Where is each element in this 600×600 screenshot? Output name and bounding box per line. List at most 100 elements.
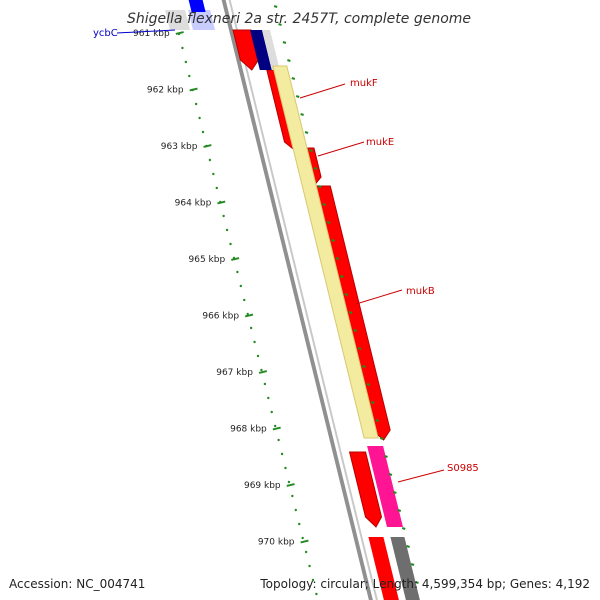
outer-tick	[295, 95, 300, 98]
gene-leader-line	[116, 29, 176, 34]
scale-tick-mark	[286, 483, 295, 487]
scale-dot	[301, 536, 304, 540]
scale-dot	[311, 578, 315, 582]
scale-dot	[287, 480, 291, 484]
scale-dot	[246, 312, 249, 316]
outer-tick	[322, 203, 327, 206]
mukf-arrow	[232, 29, 259, 71]
scale-dot	[294, 508, 297, 512]
faded-feature-top	[165, 10, 190, 30]
outer-tick	[282, 41, 287, 44]
accession-info: Accession: NC_004741	[9, 577, 146, 591]
scale-tick-label: 962 kbp	[147, 86, 184, 96]
scale-dot	[201, 130, 205, 134]
scale-tick-label: 968 kbp	[230, 425, 267, 435]
scale-dot	[212, 172, 215, 176]
outer-tick	[410, 563, 415, 566]
scale-tick-mark	[175, 31, 184, 35]
backbone-line	[221, 0, 373, 600]
scale-tick-mark	[272, 426, 281, 431]
outer-tick	[388, 473, 393, 476]
gene-label-s0985: S0985	[447, 463, 479, 474]
gene-label-muke: mukE	[366, 137, 394, 148]
outer-tick	[331, 239, 335, 242]
scale-tick-mark	[231, 257, 240, 261]
outer-tick	[348, 311, 353, 314]
outer-tick	[370, 401, 375, 404]
outer-tick	[353, 329, 357, 332]
scale-dot	[315, 592, 318, 596]
scale-dot	[260, 368, 263, 372]
outer-tick	[326, 221, 331, 224]
outer-tick	[397, 509, 402, 512]
scale-dot	[198, 116, 201, 120]
scale-dot	[181, 46, 184, 50]
scale-dot	[188, 74, 191, 78]
s0985-annotation	[367, 446, 403, 527]
scale-tick-label: 966 kbp	[202, 312, 239, 322]
ycbc-feature	[188, 0, 206, 12]
gene-label-mukf: mukF	[350, 78, 378, 89]
outer-tick	[313, 167, 318, 170]
scale-dot	[256, 354, 260, 358]
backbone-shade	[228, 0, 378, 600]
outer-tick	[291, 77, 296, 80]
mukf-annotation	[250, 30, 272, 70]
scale-tick-label: 961 kbp	[133, 29, 170, 39]
topology-info: Topology: circular; Length: 4,599,354 bp…	[260, 577, 590, 591]
scale-tick-mark	[203, 144, 212, 148]
scale-tick-mark	[300, 539, 309, 544]
outer-tick	[384, 455, 388, 458]
outer-tick	[362, 365, 366, 368]
outer-tick	[287, 59, 291, 62]
outer-tick	[357, 347, 362, 350]
outer-tick	[309, 149, 313, 152]
outer-tick	[375, 419, 380, 422]
scale-dot	[243, 298, 246, 302]
mukf-annotation-edge	[262, 30, 280, 70]
scale-dot	[194, 102, 198, 106]
gene-labels: ycbC mukF mukE mukB S0985	[93, 28, 479, 483]
outer-tick	[278, 23, 282, 26]
scale-dot	[280, 452, 284, 456]
scale-dot	[208, 158, 212, 162]
s0985-arrow	[348, 451, 383, 528]
scale-tick-mark	[189, 87, 198, 92]
outer-tick	[300, 113, 304, 116]
scale-dot	[229, 242, 232, 246]
mukb-annotation	[272, 65, 379, 439]
outer-tick	[393, 491, 397, 494]
gene-leader-line	[397, 469, 445, 483]
scale-tick-mark	[258, 370, 268, 374]
next-annotation	[390, 537, 420, 600]
scale-tick-label: 964 kbp	[175, 199, 212, 209]
scale-dot	[249, 326, 253, 330]
outer-tick	[335, 257, 340, 260]
scale-ticks: 961 kbp 962 kbp 963 kbp 964 kbp 965 kbp 966 k…	[133, 5, 419, 596]
scale-dot	[263, 382, 267, 386]
gene-leader-line	[299, 83, 346, 99]
gene-label-mukb: mukB	[406, 286, 435, 297]
outer-tick	[344, 293, 349, 296]
scale-dot	[304, 550, 308, 554]
scale-dot	[308, 564, 311, 568]
feature-tracks	[165, 0, 420, 600]
scale-dot	[225, 228, 229, 232]
scale-dot	[273, 424, 277, 428]
scale-tick-label: 967 kbp	[216, 368, 253, 378]
outer-tick	[366, 383, 371, 386]
scale-dot	[184, 60, 188, 64]
scale-tick-label: 963 kbp	[161, 142, 198, 152]
scale-dot	[253, 340, 256, 344]
scale-dot	[277, 438, 280, 442]
outer-tick	[415, 581, 419, 584]
gene-leader-line	[355, 289, 403, 305]
scale-dot	[215, 186, 218, 190]
outer-tick	[304, 131, 309, 134]
scale-dot	[222, 214, 225, 218]
scale-dot	[239, 284, 243, 288]
scale-dot	[236, 270, 239, 274]
scale-tick-label: 965 kbp	[189, 255, 226, 265]
map-title: Shigella flexneri 2a str. 2457T, complet…	[127, 11, 471, 27]
